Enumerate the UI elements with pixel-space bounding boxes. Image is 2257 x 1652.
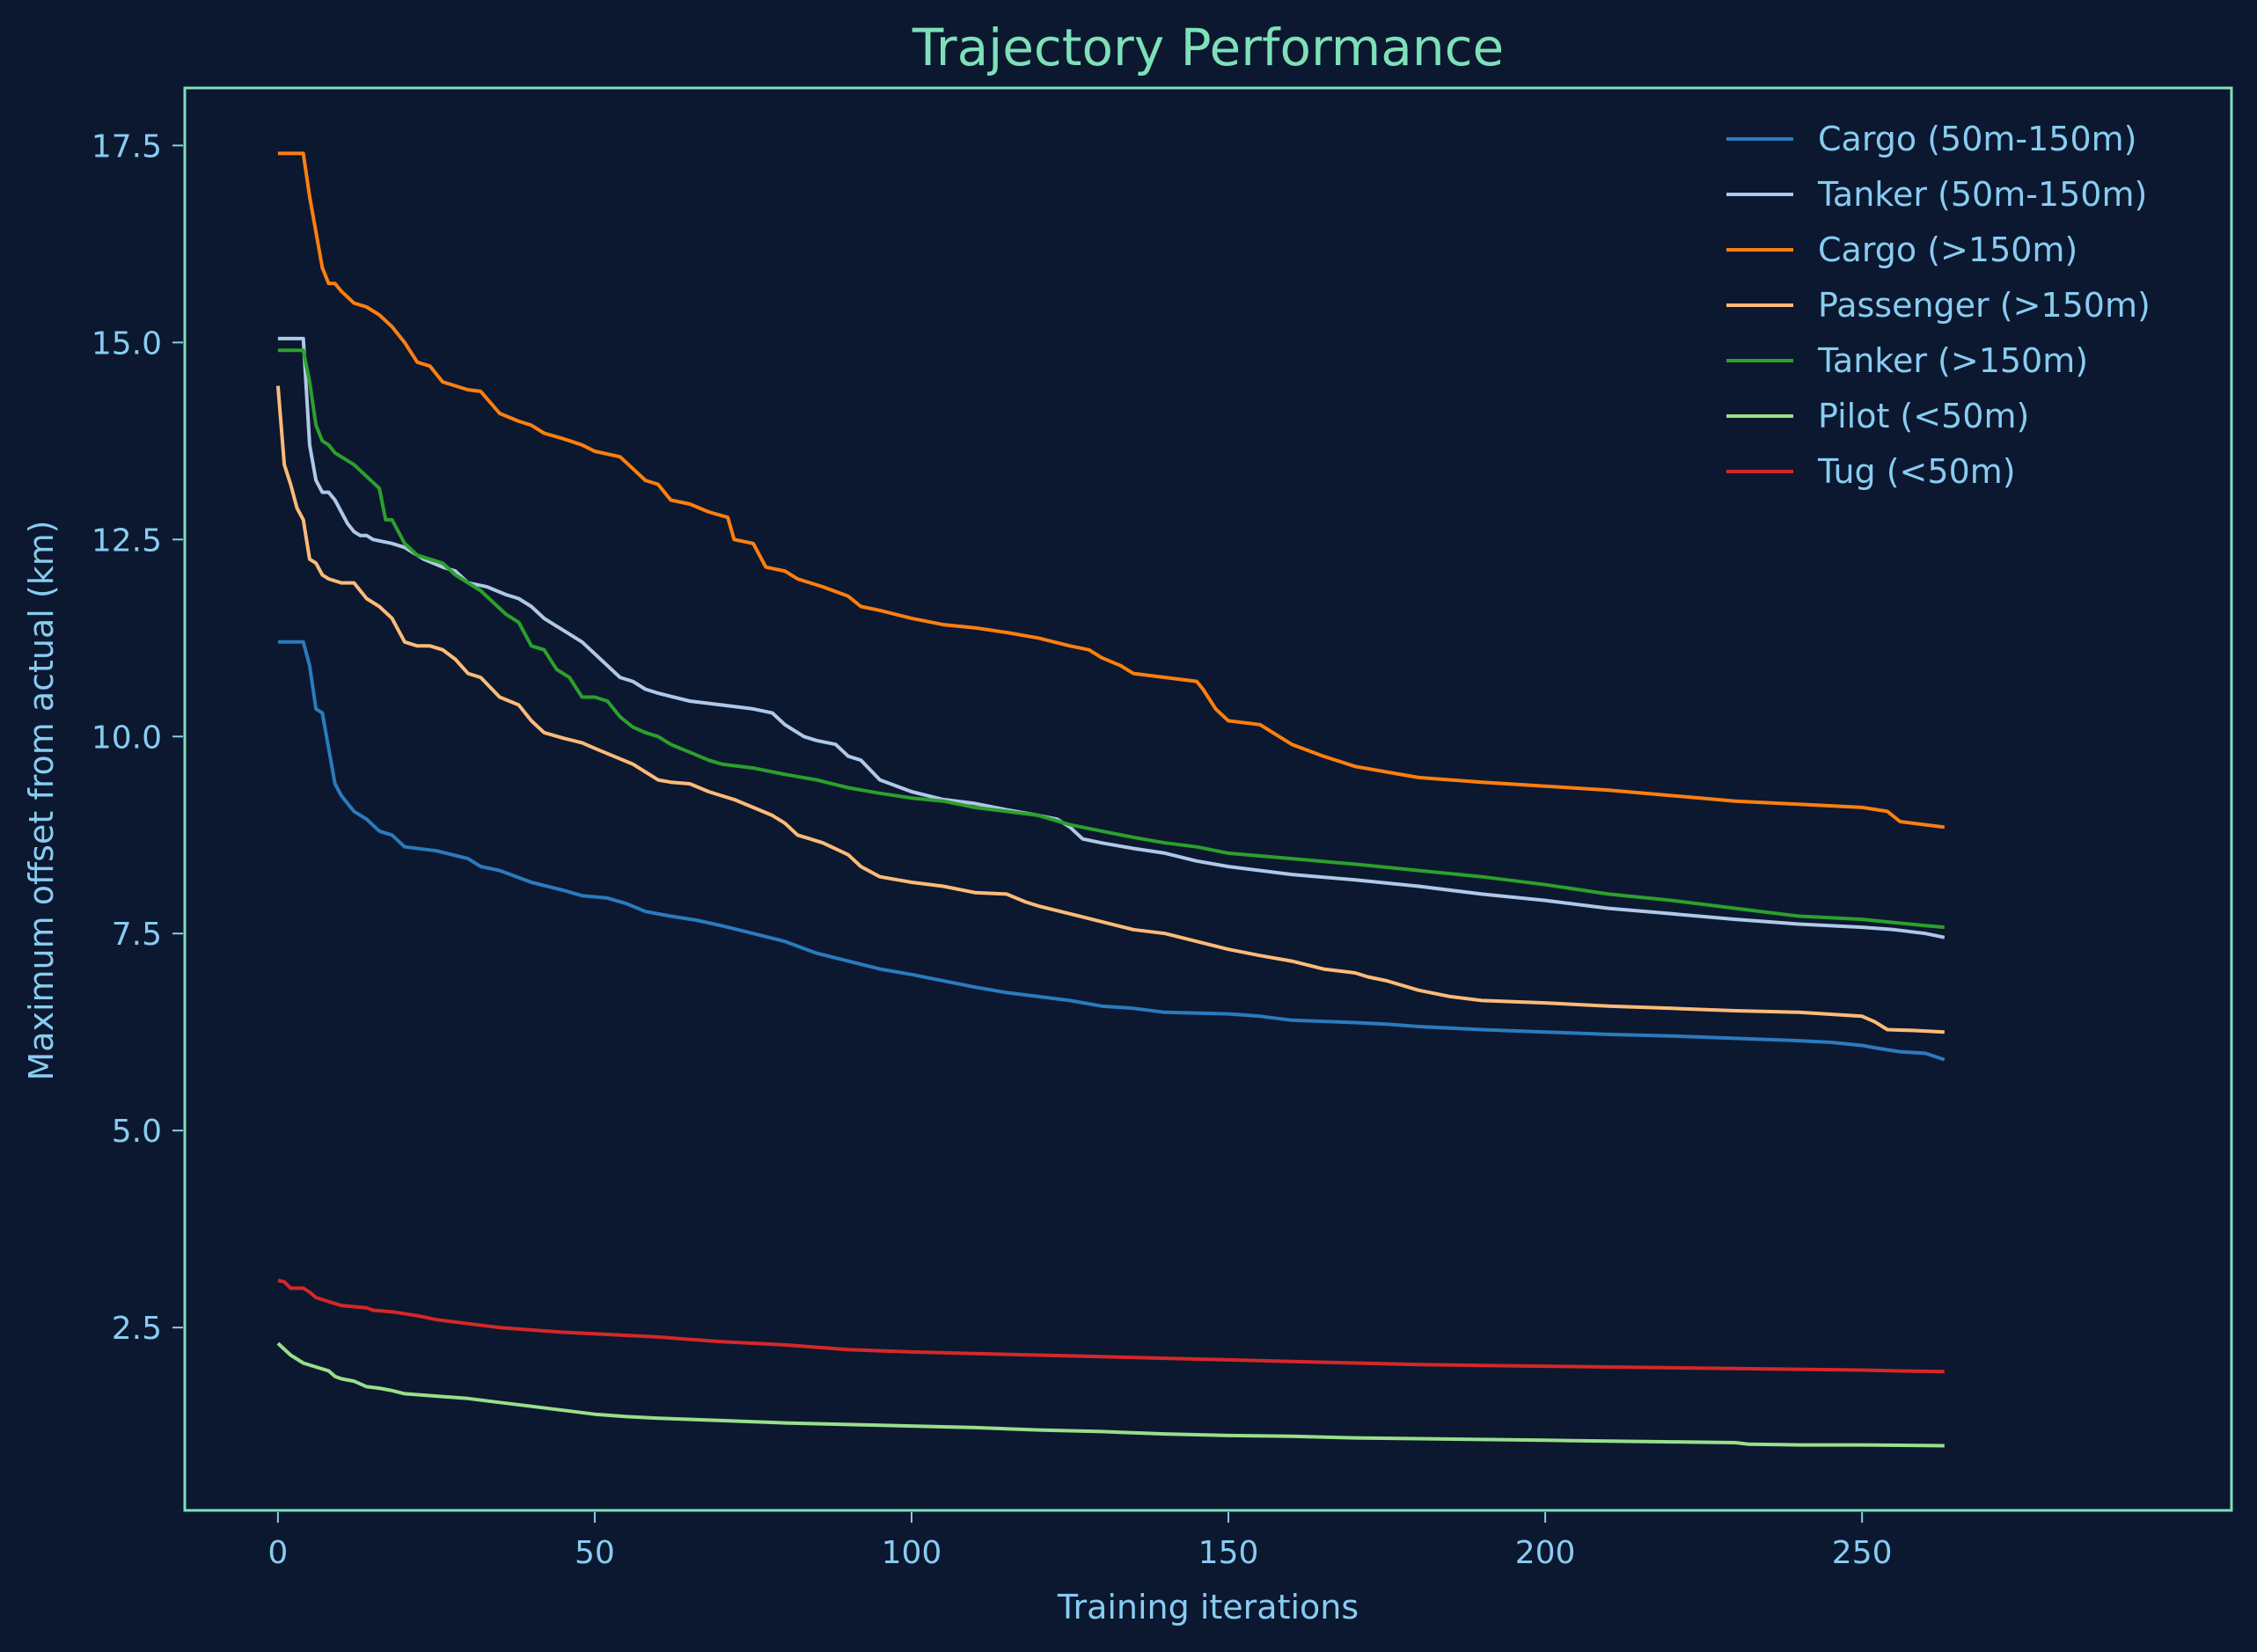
plot-area [183, 86, 2233, 1512]
y-axis-label: Maximum offset from actual (km) [22, 520, 61, 1080]
x-tick-label: 50 [575, 1535, 615, 1571]
series-line-cargo-150m [277, 151, 1946, 830]
series-line-pilot-50m [276, 1341, 1945, 1448]
axes-frame [183, 86, 2233, 1512]
x-tick-label: 0 [267, 1535, 288, 1571]
legend-item-tug-50m: Tug (<50m) [1726, 452, 2016, 491]
legend-item-cargo-150m: Cargo (>150m) [1726, 230, 2077, 269]
legend-label: Pilot (<50m) [1818, 397, 2029, 435]
legend-item-tanker-50m-150m: Tanker (50m-150m) [1726, 175, 2147, 214]
legend-label: Cargo (50m-150m) [1818, 120, 2137, 158]
plot-background [185, 88, 2231, 1510]
x-axis: 0 50 100 150 200 250 [267, 1512, 1893, 1571]
legend: Cargo (50m-150m) Tanker (50m-150m) Cargo (… [1726, 120, 2151, 491]
x-axis-label: Training iterations [1057, 1588, 1359, 1626]
y-axis: 2.5 5.0 7.5 10.0 12.5 15.0 17.5 [92, 128, 183, 1347]
legend-label: Cargo (>150m) [1818, 230, 2077, 269]
series-line-tug-50m [277, 1278, 1945, 1374]
y-tick-label: 7.5 [112, 917, 162, 953]
legend-item-tanker-150m: Tanker (>150m) [1726, 341, 2088, 380]
series-line-cargo-50m-150m [277, 640, 1946, 1062]
legend-item-passenger-150m: Passenger (>150m) [1726, 286, 2151, 325]
y-tick-label: 15.0 [92, 325, 162, 362]
series-line-tanker-150m [277, 348, 1945, 930]
x-tick-label: 100 [882, 1535, 942, 1571]
y-tick-label: 5.0 [112, 1114, 162, 1150]
legend-label: Passenger (>150m) [1818, 286, 2151, 325]
chart-title: Trajectory Performance [912, 18, 1504, 77]
legend-item-pilot-50m: Pilot (<50m) [1726, 397, 2029, 435]
y-tick-label: 10.0 [92, 720, 162, 756]
y-tick-label: 12.5 [92, 523, 162, 559]
x-tick-label: 200 [1515, 1535, 1576, 1571]
legend-label: Tanker (>150m) [1817, 341, 2088, 380]
series-line-passenger-150m [275, 385, 1945, 1034]
legend-item-cargo-50m-150m: Cargo (50m-150m) [1726, 120, 2137, 158]
series-line-tanker-50m-150m [277, 336, 1946, 939]
x-tick-label: 150 [1198, 1535, 1259, 1571]
legend-label: Tanker (50m-150m) [1817, 175, 2147, 214]
legend-label: Tug (<50m) [1817, 452, 2016, 491]
series-group [275, 151, 1946, 1448]
y-tick-label: 17.5 [92, 128, 162, 164]
x-tick-label: 250 [1832, 1535, 1893, 1571]
y-tick-label: 2.5 [112, 1311, 162, 1347]
